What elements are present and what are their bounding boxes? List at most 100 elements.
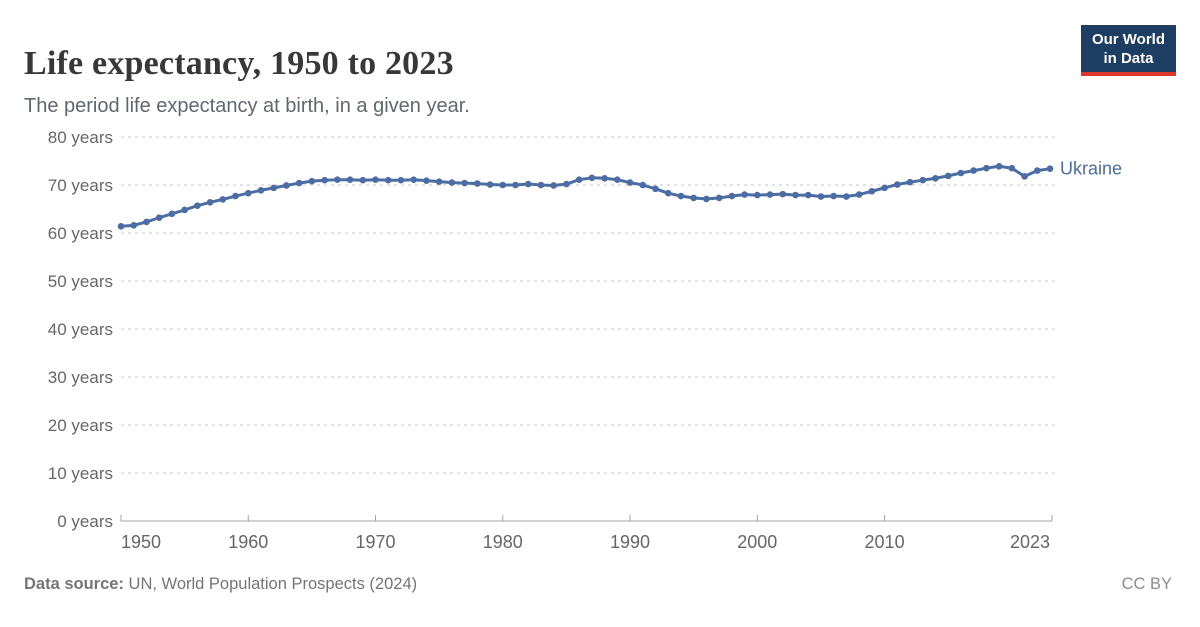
data-point xyxy=(486,181,494,188)
owid-logo-line2: in Data xyxy=(1103,50,1154,68)
data-point xyxy=(766,191,774,198)
y-tick-label: 30 years xyxy=(48,368,113,387)
data-point xyxy=(1033,167,1041,174)
x-tick-label: 1980 xyxy=(483,532,523,552)
data-point xyxy=(843,193,850,200)
data-source-note: Data source: UN, World Population Prospe… xyxy=(24,575,417,594)
data-point xyxy=(906,178,914,186)
data-point xyxy=(868,187,876,195)
y-tick-label: 50 years xyxy=(48,272,113,291)
chart-subtitle: The period life expectancy at birth, in … xyxy=(24,95,470,117)
data-point xyxy=(537,181,545,189)
data-point xyxy=(143,218,150,226)
owid-logo-line1: Our World xyxy=(1091,31,1165,48)
data-point xyxy=(168,210,176,218)
data-point xyxy=(563,180,570,188)
x-tick-label: 1970 xyxy=(355,532,395,552)
data-point xyxy=(754,191,761,199)
data-point xyxy=(664,189,672,197)
data-point xyxy=(321,176,328,184)
data-point xyxy=(932,174,939,182)
owid-logo[interactable]: Our World in Data xyxy=(1080,25,1176,77)
data-point xyxy=(855,191,863,198)
data-point xyxy=(1021,173,1028,180)
data-point xyxy=(117,222,125,230)
y-tick-label: 80 years xyxy=(48,128,113,147)
data-point xyxy=(1046,165,1054,172)
data-point xyxy=(957,169,965,177)
data-point xyxy=(639,181,647,189)
y-tick-label: 40 years xyxy=(48,320,113,339)
data-point xyxy=(652,185,659,193)
data-point xyxy=(130,222,138,229)
data-point xyxy=(384,176,392,184)
data-point xyxy=(614,176,621,184)
x-tick-label: 2023 xyxy=(1010,532,1050,552)
data-point xyxy=(550,182,557,189)
data-point xyxy=(741,191,748,198)
y-tick-label: 10 years xyxy=(48,464,113,483)
data-point xyxy=(423,177,430,184)
data-point xyxy=(944,172,952,180)
data-point xyxy=(181,206,188,214)
x-tick-label: 1950 xyxy=(121,532,161,552)
data-point xyxy=(512,181,519,189)
data-point xyxy=(970,167,977,174)
data-source-text: UN, World Population Prospects (2024) xyxy=(123,575,418,593)
data-point xyxy=(715,194,723,202)
data-point xyxy=(295,179,303,187)
data-point xyxy=(155,214,163,221)
data-point xyxy=(334,176,341,184)
data-point xyxy=(435,178,443,185)
data-point xyxy=(257,186,265,194)
data-point xyxy=(410,176,417,184)
data-point xyxy=(830,192,837,200)
x-tick-label: 1960 xyxy=(228,532,268,552)
x-tick-label: 2000 xyxy=(737,532,777,552)
x-tick-label: 2010 xyxy=(865,532,905,552)
data-point xyxy=(1008,164,1016,172)
y-tick-label: 70 years xyxy=(48,176,113,195)
data-point xyxy=(601,174,608,182)
data-point xyxy=(372,176,379,184)
data-point xyxy=(524,180,532,188)
y-tick-label: 60 years xyxy=(48,224,113,243)
data-point xyxy=(346,176,354,184)
data-point xyxy=(690,194,697,202)
data-point xyxy=(881,184,888,192)
chart-title: Life expectancy, 1950 to 2023 xyxy=(24,44,454,82)
data-point xyxy=(270,184,278,192)
data-point xyxy=(461,179,468,187)
data-point xyxy=(232,192,239,200)
data-point xyxy=(283,182,290,189)
data-point xyxy=(448,179,456,186)
data-point xyxy=(983,164,990,172)
data-point xyxy=(919,176,927,184)
y-tick-label: 0 years xyxy=(57,512,113,531)
y-tick-label: 20 years xyxy=(48,416,113,435)
data-point xyxy=(817,193,825,200)
data-point xyxy=(244,189,252,197)
data-source-label: Data source: xyxy=(24,575,124,593)
data-point xyxy=(219,196,227,203)
data-point xyxy=(588,174,596,182)
data-point xyxy=(792,191,799,199)
x-tick-label: 1990 xyxy=(610,532,650,552)
data-point xyxy=(703,195,710,203)
data-point xyxy=(308,177,316,185)
data-point xyxy=(397,176,405,184)
series-label-ukraine: Ukraine xyxy=(1060,159,1122,179)
data-point xyxy=(206,198,214,206)
data-point xyxy=(194,202,201,209)
data-point xyxy=(893,181,901,188)
data-point xyxy=(804,191,812,199)
data-point xyxy=(474,180,481,187)
chart-footer: Data source: UN, World Population Prospe… xyxy=(24,575,1172,594)
license-badge[interactable]: CC BY xyxy=(1121,575,1172,593)
data-line xyxy=(119,164,1052,228)
data-point xyxy=(779,190,787,198)
data-point xyxy=(995,162,1003,170)
data-point xyxy=(499,181,507,189)
data-point xyxy=(359,176,367,184)
